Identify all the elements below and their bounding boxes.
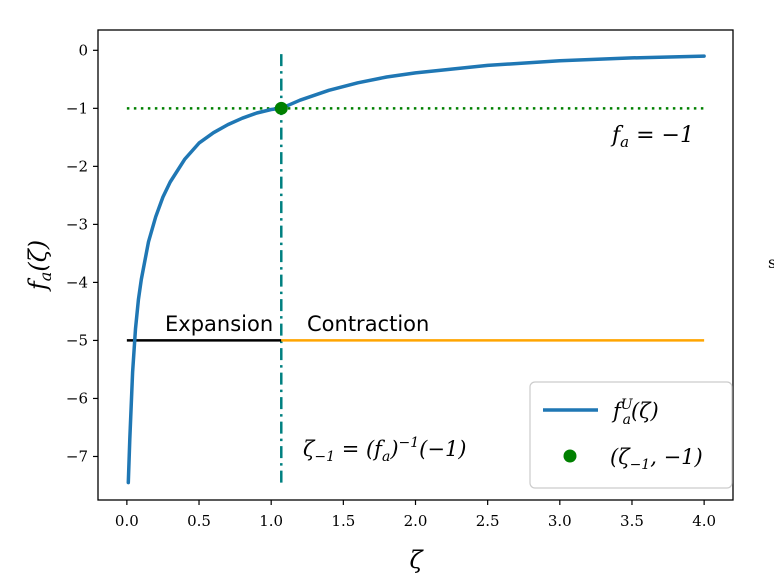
y-tick-label: −6 [66, 389, 88, 407]
y-ticks: 0 −1 −2 −3 −4 −5 −6 −7 [66, 41, 98, 465]
x-tick-label: 0.5 [187, 512, 211, 530]
legend-label-point: (ζ−1, −1) [610, 445, 703, 473]
y-tick-label: −3 [66, 215, 88, 233]
clipped-edge-glyph: s [768, 253, 774, 272]
x-tick-label: 2.0 [404, 512, 428, 530]
hline-annotation: fa = −1 [610, 123, 694, 151]
segment-label-expansion: Expansion [165, 312, 273, 336]
x-tick-label: 0.0 [115, 512, 139, 530]
legend: fU a(ζ) (ζ−1, −1) [529, 381, 733, 489]
y-tick-label: 0 [78, 41, 88, 59]
series-lines [126, 54, 706, 485]
legend-point-swatch [563, 449, 577, 463]
x-tick-label: 4.0 [692, 512, 716, 530]
y-axis-label: fa(ζ) [24, 240, 55, 292]
intersection-point [274, 101, 288, 115]
y-tick-label: −5 [66, 331, 88, 349]
y-tick-label: −1 [66, 99, 88, 117]
x-tick-label: 3.0 [548, 512, 572, 530]
y-tick-label: −7 [66, 447, 88, 465]
reference-lines [126, 50, 705, 483]
y-tick-label: −2 [66, 157, 88, 175]
x-tick-label: 1.0 [259, 512, 283, 530]
series-line-0 [126, 54, 706, 485]
x-axis-label: ζ [409, 546, 424, 574]
segment-label-contraction: Contraction [307, 312, 429, 336]
x-tick-label: 1.5 [331, 512, 355, 530]
vline-annotation: ζ−1 = (fa)−1(−1) [303, 435, 467, 465]
y-tick-label: −4 [66, 273, 88, 291]
x-tick-label: 2.5 [476, 512, 500, 530]
x-ticks: 0.0 0.5 1.0 1.5 2.0 2.5 3.0 3.5 4.0 [115, 500, 716, 530]
points [274, 101, 288, 115]
legend-label-series: fU a(ζ) [611, 397, 659, 428]
x-tick-label: 3.5 [620, 512, 644, 530]
